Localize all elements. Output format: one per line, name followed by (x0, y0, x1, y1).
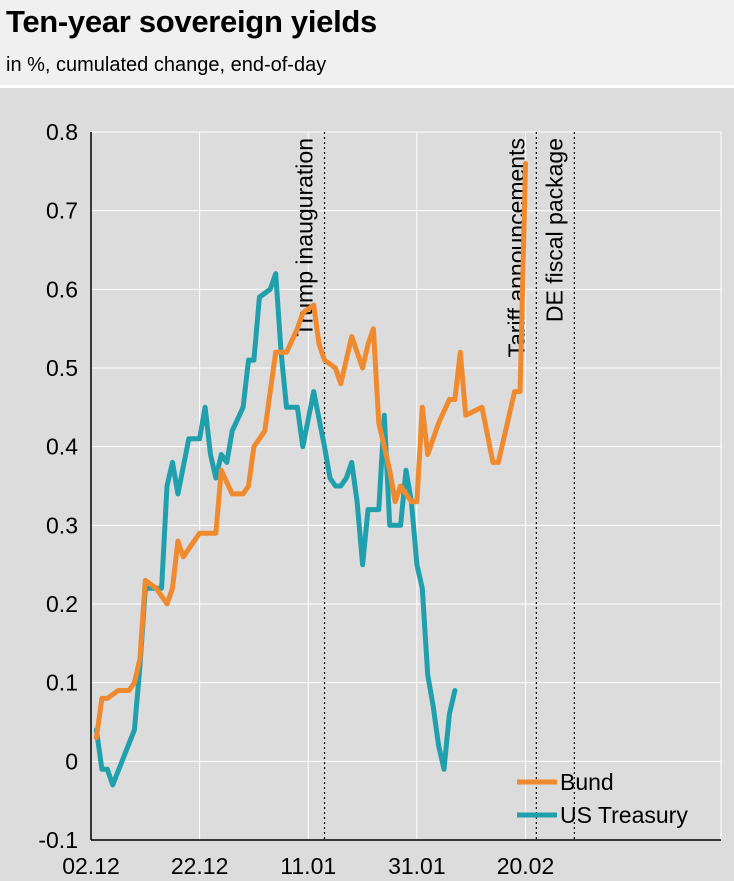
chart-subtitle: in %, cumulated change, end-of-day (6, 54, 327, 76)
series-line-us-treasury (93, 271, 458, 788)
x-tick-label: 11.01 (280, 853, 336, 879)
y-tick-label: 0.7 (46, 198, 78, 224)
legend-label: US Treasury (560, 802, 688, 828)
chart-header: Ten-year sovereign yields in %, cumulate… (0, 0, 734, 85)
plot-area: -0.1 0 0.1 0.2 0.3 0.4 0.5 0.6 0.7 0.8 02.12 22.12 1… (0, 88, 734, 881)
x-tick-label: 20.02 (497, 853, 555, 879)
y-tick-label: 0.2 (46, 591, 78, 617)
x-tick-label: 31.01 (388, 853, 446, 879)
y-tick-label: 0.3 (46, 512, 78, 538)
line-chart: -0.1 0 0.1 0.2 0.3 0.4 0.5 0.6 0.7 0.8 02.12 22.12 1… (38, 119, 722, 879)
y-tick-label: 0.1 (46, 670, 78, 696)
y-tick-label: 0 (65, 748, 78, 774)
y-tick-label: 0.4 (46, 434, 78, 460)
annotation-label: DE fiscal package (541, 138, 567, 322)
legend-label: Bund (560, 769, 614, 795)
y-tick-label: 0.8 (46, 119, 78, 145)
x-tick-label: 22.12 (171, 853, 229, 879)
y-tick-label: 0.5 (46, 355, 78, 381)
chart-title: Ten-year sovereign yields (6, 4, 377, 39)
x-tick-label: 02.12 (62, 853, 120, 879)
y-tick-label: -0.1 (38, 827, 78, 853)
y-tick-label: 0.6 (46, 276, 78, 302)
series-line-bund (93, 161, 528, 741)
